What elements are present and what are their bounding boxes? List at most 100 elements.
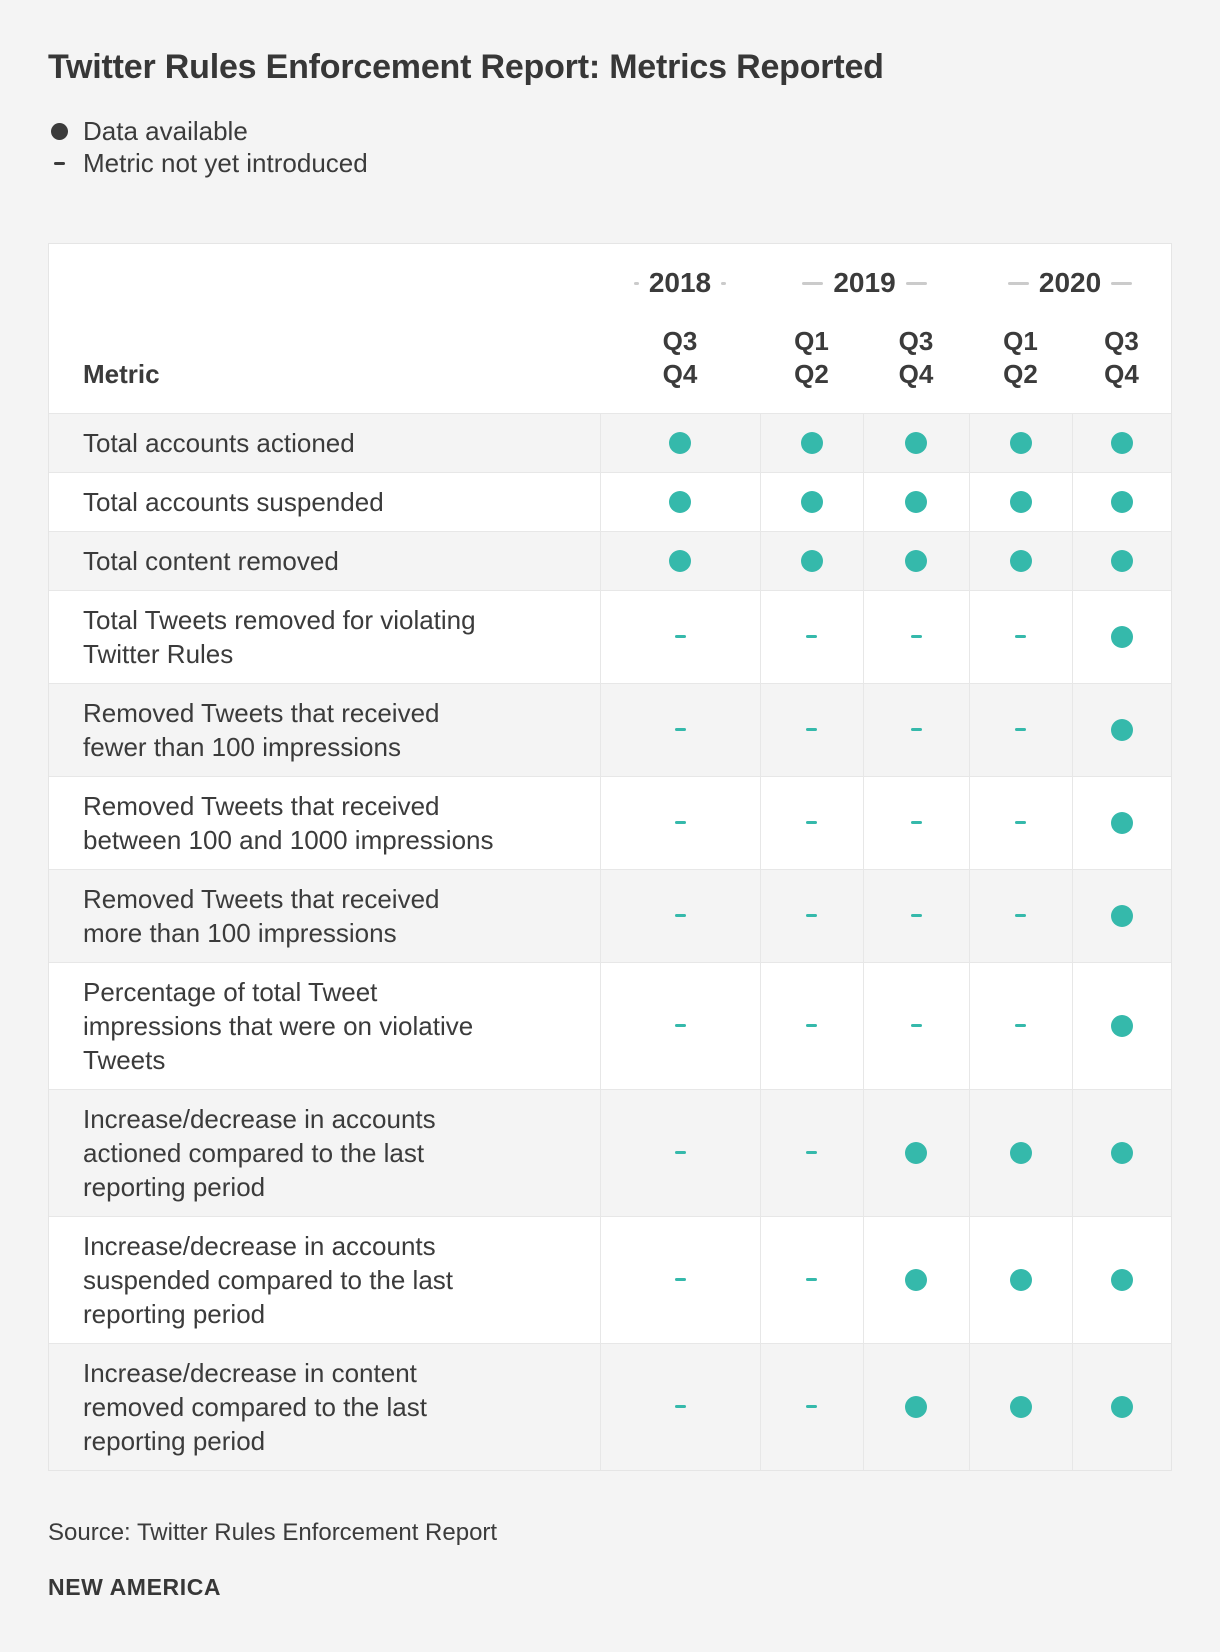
availability-cell bbox=[862, 590, 970, 684]
metric-label: Percentage of total Tweet impressions th… bbox=[49, 962, 600, 1090]
year-label: 2020 bbox=[1038, 267, 1102, 298]
availability-cell bbox=[968, 590, 1073, 684]
data-available-dot-icon bbox=[1110, 491, 1133, 513]
availability-cell bbox=[968, 531, 1073, 591]
availability-cell bbox=[1071, 683, 1172, 777]
data-available-dot-icon bbox=[1009, 1142, 1032, 1164]
data-available-dot-icon bbox=[1110, 1142, 1133, 1164]
availability-cell bbox=[968, 869, 1073, 963]
availability-cell bbox=[759, 1216, 863, 1344]
not-introduced-dash-icon bbox=[1015, 635, 1027, 639]
availability-cell bbox=[759, 869, 863, 963]
year-header-row: 2018 2019 2020 bbox=[49, 244, 1171, 301]
quarter-header: Q3 Q4 bbox=[662, 326, 698, 389]
data-available-dot-icon bbox=[905, 491, 927, 513]
availability-cell bbox=[599, 413, 760, 473]
brand-logo: NEW AMERICA bbox=[48, 1574, 222, 1600]
not-introduced-dash-icon bbox=[806, 1024, 817, 1028]
metric-label: Removed Tweets that received between 100… bbox=[49, 776, 600, 870]
year-header-2019: 2019 bbox=[760, 244, 969, 301]
quarter-header-row: Metric Q3 Q4 Q1 Q2 Q3 Q4 Q1 Q2 Q3 Q4 bbox=[49, 301, 1171, 414]
availability-cell bbox=[968, 1343, 1073, 1470]
availability-cell bbox=[1071, 869, 1172, 963]
metrics-table-body: Total accounts actioned Total accounts su… bbox=[49, 413, 1172, 1470]
data-available-dot-icon bbox=[1009, 491, 1032, 513]
availability-cell bbox=[599, 683, 760, 777]
not-introduced-dash-icon bbox=[806, 1151, 817, 1155]
metric-label: Removed Tweets that received more than 1… bbox=[49, 869, 600, 963]
availability-cell bbox=[599, 1343, 760, 1470]
legend-label-data-available: Data available bbox=[83, 116, 248, 146]
table-row: Total accounts actioned bbox=[49, 413, 1172, 473]
data-available-dot-icon bbox=[905, 1142, 927, 1164]
source-note: Source: Twitter Rules Enforcement Report bbox=[48, 1519, 498, 1546]
not-introduced-dash-icon bbox=[806, 1278, 817, 1282]
table-row: Percentage of total Tweet impressions th… bbox=[49, 962, 1172, 1090]
data-available-dot-icon bbox=[1009, 1269, 1032, 1291]
availability-cell bbox=[599, 472, 760, 532]
not-introduced-dash-icon bbox=[806, 728, 817, 732]
year-dash-icon bbox=[721, 281, 727, 285]
data-available-dot-icon bbox=[1110, 812, 1133, 834]
not-introduced-dash-icon bbox=[1015, 728, 1027, 732]
not-introduced-dash-icon bbox=[1015, 914, 1027, 918]
legend-item-not-introduced: Metric not yet introduced bbox=[48, 147, 1172, 179]
availability-cell bbox=[862, 1089, 970, 1217]
availability-cell bbox=[862, 683, 970, 777]
availability-cell bbox=[968, 962, 1073, 1090]
quarter-header: Q1 Q2 bbox=[794, 326, 829, 389]
data-available-dot-icon bbox=[1110, 1015, 1133, 1037]
table-row: Removed Tweets that received more than 1… bbox=[49, 869, 1172, 963]
table-row: Removed Tweets that received fewer than … bbox=[49, 683, 1172, 777]
not-introduced-dash-icon bbox=[674, 635, 686, 639]
legend: Data available Metric not yet introduced bbox=[48, 115, 1172, 179]
not-introduced-dash-icon bbox=[674, 1024, 686, 1028]
year-label: 2018 bbox=[648, 267, 712, 298]
data-available-dot-icon bbox=[800, 550, 823, 572]
not-introduced-dash-icon bbox=[910, 821, 922, 825]
availability-cell bbox=[759, 1343, 863, 1470]
availability-cell bbox=[1071, 531, 1172, 591]
data-available-dot-icon bbox=[1110, 1396, 1133, 1418]
year-dash-icon bbox=[633, 281, 639, 285]
data-available-dot-icon bbox=[905, 550, 927, 572]
availability-cell bbox=[862, 472, 970, 532]
data-available-dot-icon bbox=[800, 491, 823, 513]
page-title: Twitter Rules Enforcement Report: Metric… bbox=[48, 48, 884, 86]
availability-cell bbox=[759, 962, 863, 1090]
availability-cell bbox=[599, 1216, 760, 1344]
availability-cell bbox=[599, 869, 760, 963]
availability-cell bbox=[968, 472, 1073, 532]
not-introduced-dash-icon bbox=[674, 1151, 686, 1155]
not-introduced-dash-icon bbox=[1015, 821, 1027, 825]
year-dash-icon bbox=[1111, 281, 1133, 285]
availability-cell bbox=[968, 1089, 1073, 1217]
not-introduced-dash-icon bbox=[910, 728, 922, 732]
availability-cell bbox=[862, 869, 970, 963]
data-available-dot-icon bbox=[1009, 550, 1032, 572]
table-row: Total content removed bbox=[49, 531, 1172, 591]
availability-cell bbox=[759, 1089, 863, 1217]
quarter-header: Q1 Q2 bbox=[1003, 326, 1038, 389]
year-header-2018: 2018 bbox=[600, 244, 760, 301]
metric-label: Total content removed bbox=[49, 531, 600, 591]
legend-symbol bbox=[48, 122, 70, 140]
metric-column-header: Metric bbox=[83, 359, 160, 389]
availability-cell bbox=[968, 776, 1073, 870]
availability-cell bbox=[1071, 472, 1172, 532]
data-available-dot-icon bbox=[1110, 1269, 1133, 1291]
data-available-dot-icon bbox=[1110, 432, 1133, 454]
availability-cell bbox=[862, 1343, 970, 1470]
year-dash-icon bbox=[802, 281, 824, 285]
quarter-header: Q3 Q4 bbox=[898, 326, 934, 389]
metric-label: Total Tweets removed for violating Twitt… bbox=[49, 590, 600, 684]
data-available-dot-icon bbox=[1110, 719, 1133, 741]
metric-label: Increase/decrease in accounts suspended … bbox=[49, 1216, 600, 1344]
metric-label: Increase/decrease in content removed com… bbox=[49, 1343, 600, 1470]
metric-label: Increase/decrease in accounts actioned c… bbox=[49, 1089, 600, 1217]
availability-cell bbox=[759, 590, 863, 684]
metric-label: Total accounts suspended bbox=[49, 472, 600, 532]
availability-cell bbox=[968, 683, 1073, 777]
availability-cell bbox=[1071, 590, 1172, 684]
